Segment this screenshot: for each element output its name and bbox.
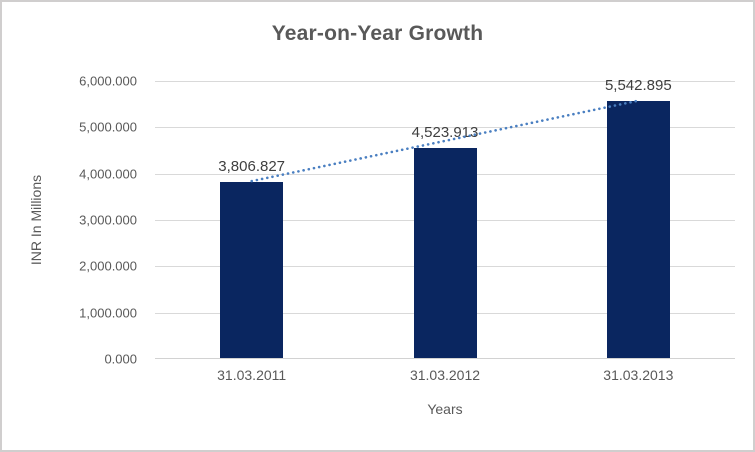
bar-31.03.2013 <box>606 101 670 358</box>
y-tick-label: 1,000.000 <box>79 305 137 321</box>
y-tick-label: 0.000 <box>104 351 137 367</box>
y-tick-label: 5,000.000 <box>79 119 137 135</box>
gridline <box>155 81 735 82</box>
chart-title: Year-on-Year Growth <box>271 22 484 45</box>
plot-area: 3,806.827 31.03.2011 4,523.913 31.03.2012 5,… <box>155 77 735 383</box>
x-axis-title: Years <box>427 401 463 417</box>
y-tick-label: 4,000.000 <box>79 166 137 182</box>
y-tick-label: 2,000.000 <box>79 258 137 274</box>
y-tick-label: 6,000.000 <box>79 73 137 89</box>
y-axis-tick-labels: 0.000 1,000.000 2,000.000 3,000.000 4,000.00… <box>2 74 145 367</box>
x-tick-label: 31.03.2011 <box>217 367 287 383</box>
data-label: 4,523.913 <box>411 124 479 142</box>
data-label: 5,542.895 <box>604 77 672 95</box>
data-label: 3,806.827 <box>218 157 286 175</box>
bar-31.03.2012 <box>413 148 477 358</box>
x-tick-label: 31.03.2013 <box>603 367 674 383</box>
x-tick-label: 31.03.2012 <box>409 367 481 383</box>
bar-31.03.2011 <box>220 181 284 358</box>
y-tick-label: 3,000.000 <box>79 212 137 228</box>
